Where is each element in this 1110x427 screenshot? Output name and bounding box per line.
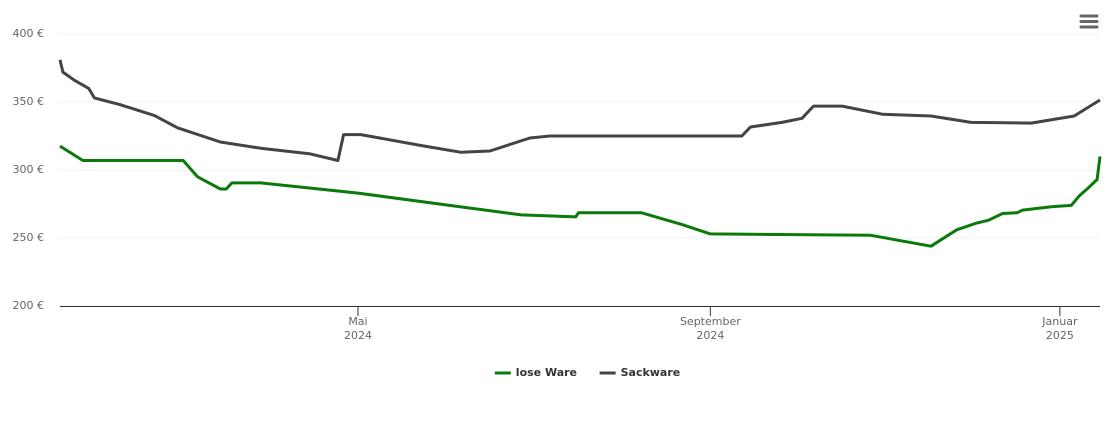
x-tick-label: Mai [348,315,367,328]
x-tick-label: 2024 [344,329,372,342]
x-tick-label: 2025 [1046,329,1074,342]
series-line [58,59,1101,162]
x-tick-label: Januar [1041,315,1078,328]
legend-item[interactable]: Sackware [599,366,681,379]
x-tick-label: 2024 [696,329,724,342]
series-line [59,144,1102,248]
menu-button[interactable] [1078,12,1100,32]
y-tick-label: 350 € [13,95,45,108]
legend-item[interactable]: lose Ware [494,366,577,379]
y-tick-label: 400 € [13,27,45,40]
x-tick-label: September [680,315,741,328]
legend-label: lose Ware [516,366,577,379]
y-tick-label: 250 € [13,231,45,244]
legend-label: Sackware [621,366,681,379]
y-tick-label: 200 € [13,299,45,312]
y-tick-label: 300 € [13,163,45,176]
